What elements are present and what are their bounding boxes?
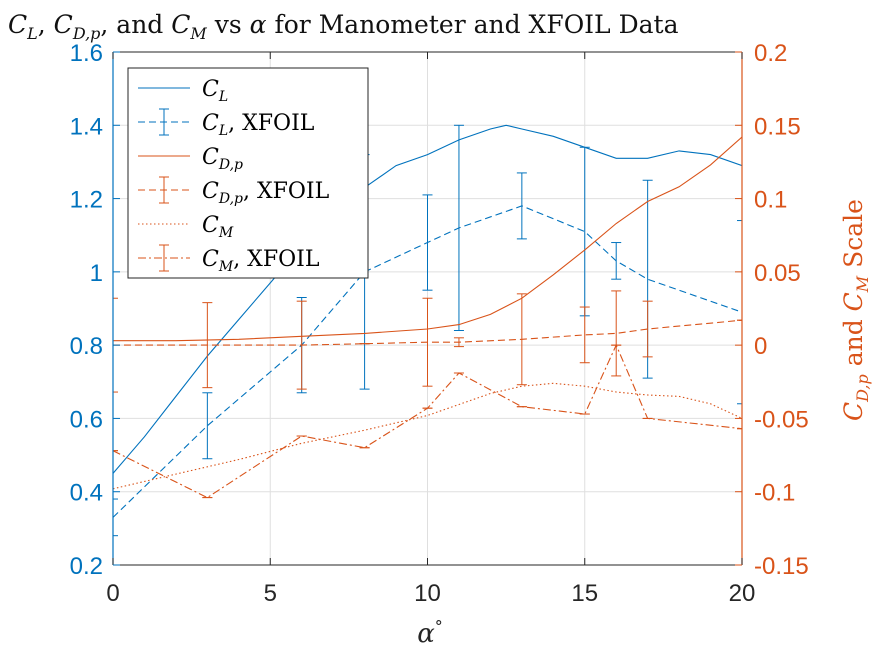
- right-tick-label: -0.05: [754, 406, 809, 433]
- left-tick-label: 1.6: [70, 40, 103, 67]
- series-line-0: [113, 124, 742, 474]
- legend-label-3: CD,p, XFOIL: [202, 179, 330, 207]
- legend-label-4: CM: [202, 213, 234, 241]
- right-y-axis-label: CD,p and CM Scale: [839, 199, 872, 421]
- right-tick-label: 0.05: [754, 260, 801, 287]
- x-tick-label: 15: [571, 580, 598, 607]
- ticks: 0 5 10 15 20 0.2 0.4 0.6 0.8 1 1.2 1.4 1.6 -0.15 -0.1 -…: [70, 40, 809, 607]
- legend-label-0: CL: [202, 77, 228, 105]
- left-tick-label: 0.8: [70, 333, 103, 360]
- legend-box: [127, 67, 369, 279]
- chart-title: CL, CD,p, and CM vs α for Manometer and …: [8, 10, 679, 43]
- x-tick-label: 20: [729, 580, 756, 607]
- series-layer: [113, 124, 742, 537]
- series-3: [113, 290, 742, 393]
- legend: CL CL, XFOIL CD,p CD,p, XFOIL CM CM, XFOIL: [127, 67, 369, 279]
- legend-label-1: CL, XFOIL: [202, 111, 315, 139]
- x-axis-label: α°: [417, 617, 443, 649]
- series-5: [113, 343, 742, 499]
- series-2: [113, 136, 742, 342]
- x-tick-label: 10: [414, 580, 441, 607]
- left-tick-label: 1: [90, 260, 103, 287]
- legend-label-5: CM, XFOIL: [202, 247, 320, 275]
- right-tick-label: 0.2: [754, 40, 787, 67]
- legend-label-2: CD,p: [202, 145, 243, 173]
- left-tick-label: 0.6: [70, 406, 103, 433]
- left-tick-label: 0.2: [70, 553, 103, 580]
- left-tick-label: 1.4: [70, 113, 103, 140]
- x-tick-label: 0: [106, 580, 119, 607]
- right-tick-label: 0.1: [754, 187, 787, 214]
- right-tick-label: 0.15: [754, 113, 801, 140]
- series-0: [113, 124, 742, 474]
- right-tick-label: -0.1: [754, 480, 795, 507]
- left-tick-label: 1.2: [70, 187, 103, 214]
- x-tick-label: 5: [264, 580, 277, 607]
- right-tick-label: 0: [754, 333, 767, 360]
- right-tick-label: -0.15: [754, 553, 809, 580]
- series-line-2: [113, 136, 742, 342]
- left-tick-label: 0.4: [70, 480, 103, 507]
